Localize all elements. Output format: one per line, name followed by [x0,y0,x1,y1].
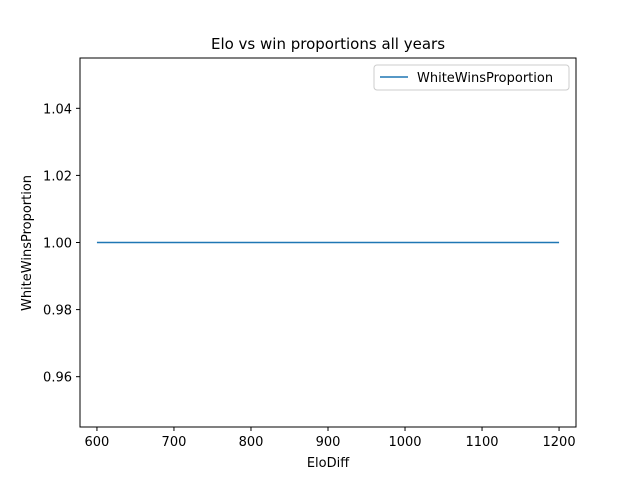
x-tick-label: 900 [316,435,341,450]
x-tick-label: 600 [85,435,110,450]
legend: WhiteWinsProportion [373,64,570,91]
legend-box [373,64,570,91]
x-tick-label: 1200 [543,435,576,450]
x-tick-label: 800 [239,435,264,450]
x-axis: 600 700 800 900 1000 1100 1200 [85,427,576,450]
y-tick-label: 0.96 [43,371,72,386]
y-tick-label: 0.98 [43,304,72,319]
chart-title: Elo vs win proportions all years [211,35,445,53]
x-tick-label: 700 [162,435,187,450]
y-axis-label: WhiteWinsProportion [20,175,35,311]
y-tick-label: 1.04 [43,102,72,117]
y-tick-label: 1.00 [43,237,72,252]
y-axis: 0.96 0.98 1.00 1.02 1.04 [43,102,80,386]
legend-label: WhiteWinsProportion [417,71,553,86]
x-tick-label: 1100 [465,435,498,450]
x-tick-label: 1000 [388,435,421,450]
y-tick-label: 1.02 [43,169,72,184]
x-axis-label: EloDiff [307,456,350,471]
